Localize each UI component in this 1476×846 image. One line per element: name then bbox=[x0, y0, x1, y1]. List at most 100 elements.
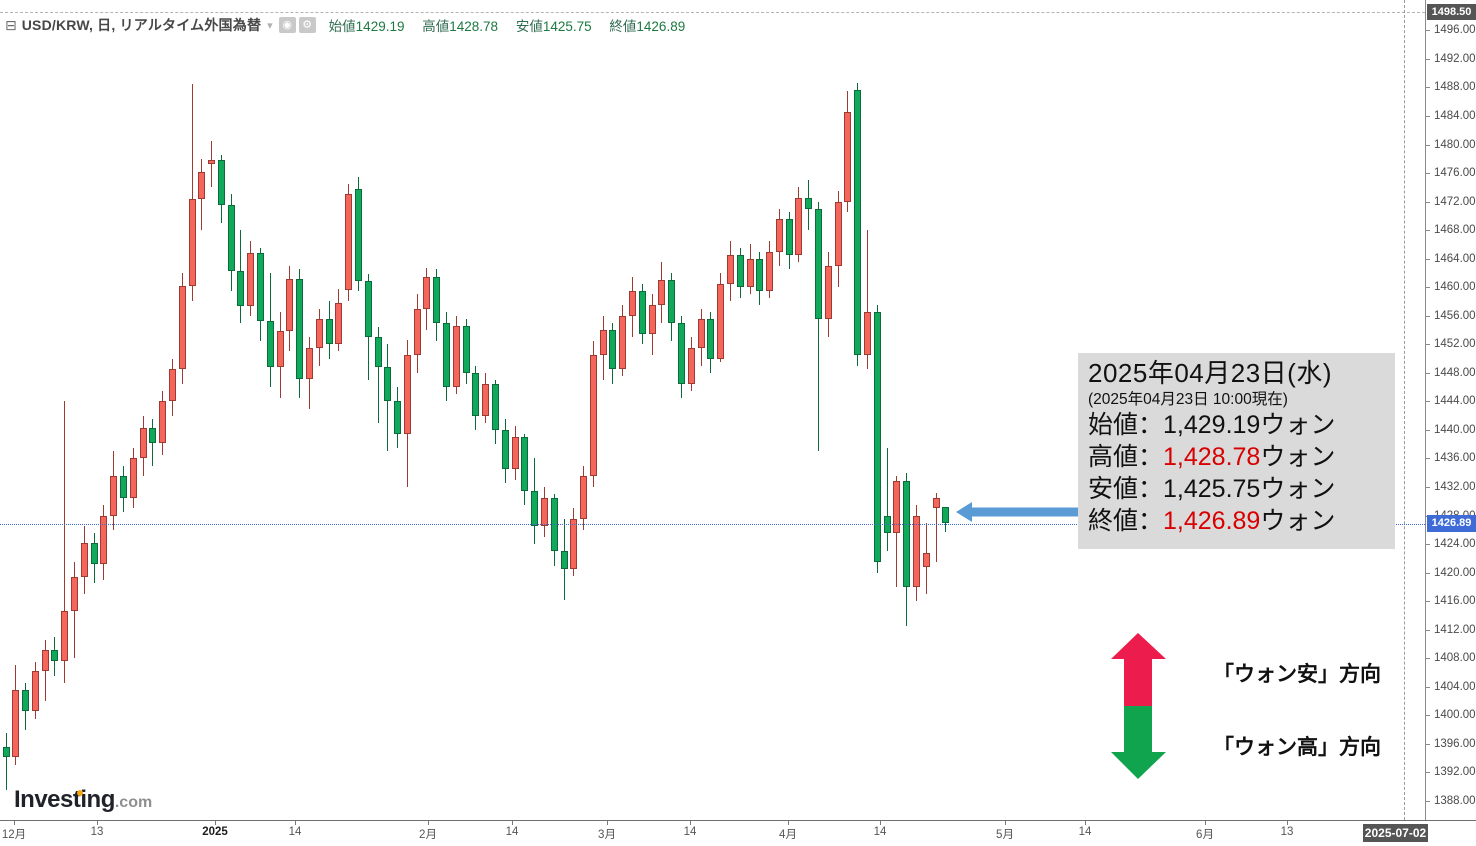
time-tick bbox=[215, 821, 216, 825]
candle-body-up bbox=[403, 355, 411, 434]
candle-body-down bbox=[227, 205, 235, 271]
price-tick bbox=[1426, 572, 1430, 574]
time-axis[interactable]: 12月 13 2025 14 2月 14 3月 14 4月 14 5月 14 6月 13 2025-07-… bbox=[0, 820, 1476, 846]
candle-body-down bbox=[394, 401, 402, 434]
candle-body-up bbox=[629, 290, 637, 316]
won-strong-direction-label: 「ウォン高」方向 bbox=[1213, 736, 1381, 759]
time-tick-label: 13 bbox=[1280, 826, 1294, 838]
price-tick bbox=[1426, 58, 1430, 60]
annotation-open-row: 始値：1,429.19ウォン bbox=[1088, 411, 1336, 439]
candle-body-down bbox=[531, 490, 539, 527]
candle-body-up bbox=[482, 383, 490, 416]
candle-body-up bbox=[110, 475, 118, 516]
symbol-title[interactable]: USD/KRW, 日, リアルタイム外国為替 bbox=[21, 17, 262, 33]
candle-body-up bbox=[129, 457, 137, 499]
candle-body-up bbox=[824, 265, 832, 320]
ohlc-annotation-box: 2025年04月23日(水) (2025年04月23日 10:00現在) 始値：… bbox=[1078, 353, 1395, 549]
candle-body-up bbox=[423, 276, 431, 309]
price-tick-label: 1432.00 bbox=[1434, 481, 1476, 494]
time-tick-label: 14 bbox=[288, 826, 302, 838]
candle-body-up bbox=[198, 171, 206, 199]
high-readout: 高値1428.78 bbox=[422, 19, 499, 34]
price-tick-label: 1412.00 bbox=[1434, 623, 1476, 636]
candle-body-up bbox=[746, 258, 754, 288]
price-tick-label: 1488.00 bbox=[1434, 81, 1476, 94]
header-ohlc-readout: 始値1429.19 高値1428.78 安値1425.75 終値1426.89 bbox=[329, 15, 700, 35]
candle-body-up bbox=[599, 330, 607, 355]
time-tick bbox=[788, 821, 789, 825]
candle-body-down bbox=[492, 383, 499, 430]
snapshot-icon[interactable]: ◉ bbox=[278, 17, 296, 33]
annotation-high-row: 高値：1,428.78ウォン bbox=[1088, 443, 1336, 471]
time-tick-label: 13 bbox=[90, 826, 104, 838]
price-tick-label: 1460.00 bbox=[1434, 281, 1476, 294]
investing-logo-dot bbox=[77, 790, 83, 796]
price-tick bbox=[1426, 601, 1430, 603]
won-weak-up-arrow-icon bbox=[1111, 633, 1166, 706]
candle-body-down bbox=[560, 551, 568, 570]
candle-body-down bbox=[51, 650, 59, 662]
candle-body-up bbox=[276, 330, 284, 368]
candle-body-down bbox=[707, 319, 715, 359]
candle-body-up bbox=[589, 355, 597, 477]
crosshair-vline bbox=[1404, 0, 1405, 820]
chart-type-icon[interactable]: ⊟ bbox=[5, 17, 17, 33]
candle-body-down bbox=[501, 429, 509, 470]
settings-gear-icon[interactable]: ⚙ bbox=[298, 17, 316, 33]
time-tick-label: 5月 bbox=[996, 829, 1014, 841]
candle-body-down bbox=[873, 312, 881, 562]
candle-body-down bbox=[237, 270, 245, 306]
price-tick-label: 1448.00 bbox=[1434, 366, 1476, 379]
price-axis[interactable]: 1496.00 1492.00 1488.00 1484.00 1480.00 1476.… bbox=[1425, 0, 1476, 820]
candle-body-up bbox=[658, 280, 666, 306]
candle-body-down bbox=[257, 252, 265, 322]
candle-body-up bbox=[452, 326, 460, 388]
price-tick bbox=[1426, 686, 1430, 688]
close-readout: 終値1426.89 bbox=[609, 19, 686, 34]
price-tick-label: 1404.00 bbox=[1434, 680, 1476, 693]
chart-plot-area[interactable]: 「ウォン安」方向 「ウォン高」方向 2025年04月23日(水) (2025年0… bbox=[0, 0, 1425, 820]
open-readout: 始値1429.19 bbox=[328, 19, 405, 34]
price-tick bbox=[1426, 30, 1430, 32]
candle-body-down bbox=[2, 746, 10, 757]
candle-body-down bbox=[22, 690, 30, 712]
time-tick bbox=[97, 821, 98, 825]
time-tick-label: 12月 bbox=[1, 829, 27, 841]
candle-body-up bbox=[912, 515, 920, 587]
candle-body-down bbox=[638, 290, 646, 334]
price-tick-label: 1492.00 bbox=[1434, 52, 1476, 65]
candle-body-up bbox=[12, 690, 20, 757]
price-tick bbox=[1426, 144, 1430, 146]
candle-body-up bbox=[864, 312, 872, 355]
price-tick bbox=[1426, 372, 1430, 374]
candle-body-down bbox=[374, 337, 382, 368]
candle-wick-up bbox=[935, 492, 937, 562]
candle-body-up bbox=[619, 315, 627, 370]
candle-body-up bbox=[844, 112, 852, 202]
candle-body-down bbox=[119, 475, 127, 499]
candle-body-up bbox=[511, 437, 519, 470]
time-tick bbox=[607, 821, 608, 825]
price-tick bbox=[1426, 173, 1430, 175]
candle-body-up bbox=[795, 198, 803, 256]
annotation-date-title: 2025年04月23日(水) bbox=[1088, 358, 1332, 388]
candle-wick-down bbox=[818, 201, 820, 452]
candle-body-up bbox=[345, 193, 353, 291]
price-tick bbox=[1426, 743, 1430, 745]
time-tick bbox=[1287, 821, 1288, 825]
candle-body-up bbox=[286, 278, 294, 331]
chart-header: ⊟ USD/KRW, 日, リアルタイム外国為替 ▾ ◉ ⚙ 始値1429.19… bbox=[5, 16, 699, 34]
price-tick bbox=[1426, 458, 1430, 460]
candle-body-down bbox=[805, 198, 813, 209]
time-tick bbox=[880, 821, 881, 825]
candle-body-up bbox=[178, 285, 186, 369]
chevron-down-icon[interactable]: ▾ bbox=[267, 19, 273, 32]
price-tick-label: 1484.00 bbox=[1434, 109, 1476, 122]
candle-body-down bbox=[384, 367, 392, 402]
candle-body-up bbox=[208, 160, 216, 165]
time-tick bbox=[295, 821, 296, 825]
price-tick bbox=[1426, 801, 1430, 803]
time-tick bbox=[428, 821, 429, 825]
candle-body-up bbox=[580, 476, 588, 520]
crosshair-date-tag: 2025-07-02 bbox=[1363, 824, 1428, 842]
